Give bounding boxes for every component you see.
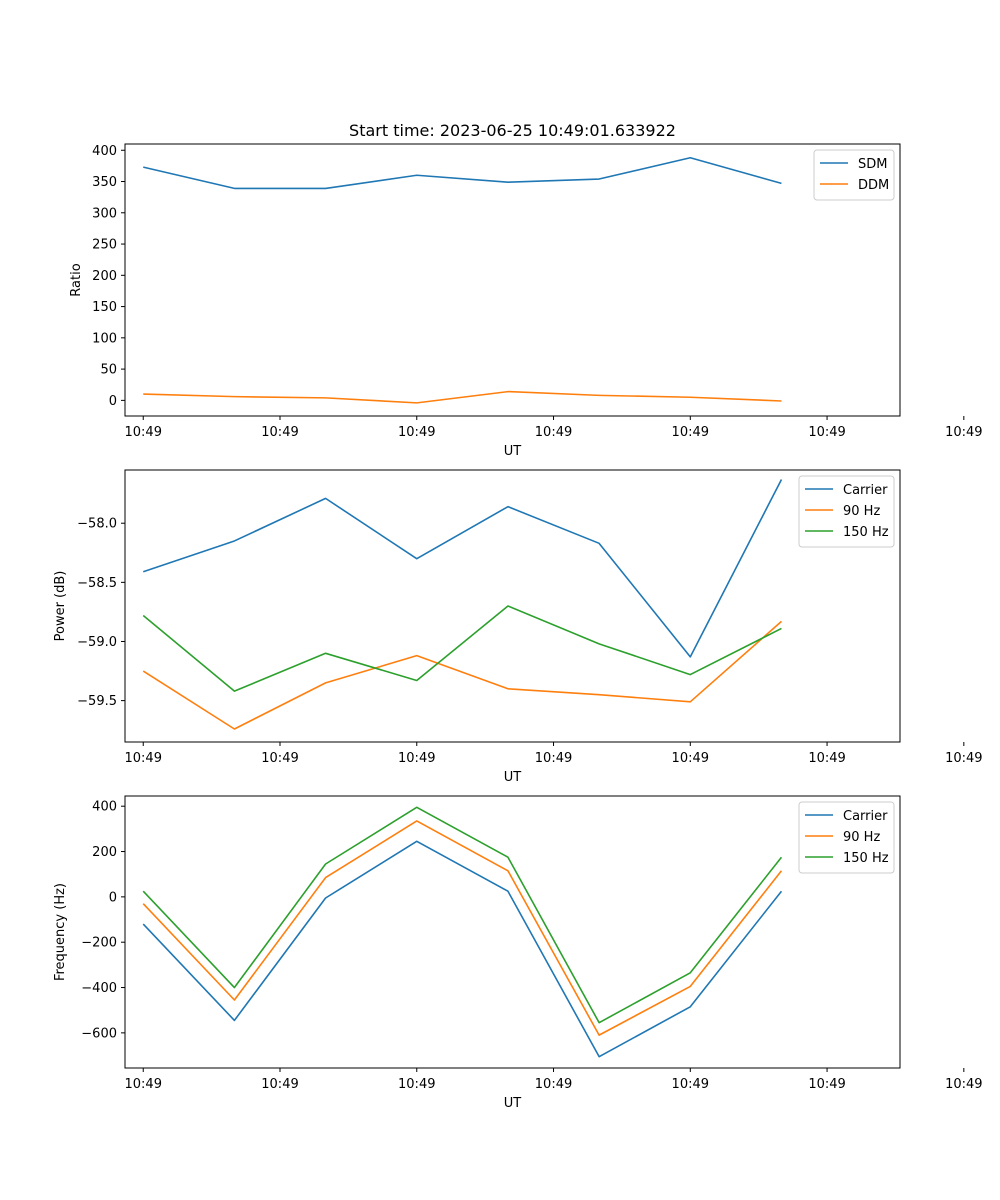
- panel-3: 10:4910:4910:4910:4910:4910:4910:4910:49…: [53, 795, 983, 1111]
- legend-label: Carrier: [843, 809, 888, 824]
- x-tick-label: 10:49: [672, 1077, 709, 1092]
- y-tick-label: −58.0: [77, 517, 117, 532]
- axes-frame: [124, 469, 901, 743]
- x-tick-label: 10:49: [808, 751, 845, 766]
- y-tick-label: −400: [81, 981, 117, 996]
- legend: Carrier 90 Hz 150 Hz: [798, 475, 895, 548]
- series-line-90-hz: [142, 620, 782, 730]
- series-line-150-hz: [142, 806, 783, 1024]
- y-tick-label: 350: [92, 175, 117, 190]
- y-tick-label: 400: [92, 144, 117, 159]
- x-tick-label: 10:49: [261, 425, 298, 440]
- x-axis-label: UT: [504, 1096, 522, 1111]
- y-axis-label: Ratio: [69, 263, 84, 296]
- x-tick-label: 10:49: [398, 751, 435, 766]
- x-tick-label: 10:49: [125, 751, 162, 766]
- axes-frame: [124, 795, 901, 1069]
- x-tick-label: 10:49: [672, 751, 709, 766]
- x-tick-label: 10:49: [808, 1077, 845, 1092]
- x-axis-label: UT: [504, 444, 522, 459]
- legend-label: 90 Hz: [843, 504, 880, 519]
- series-line-carrier: [142, 840, 783, 1058]
- y-tick-label: 50: [100, 363, 117, 378]
- y-tick-label: 100: [92, 331, 117, 346]
- x-tick-label: 10:49: [125, 1077, 162, 1092]
- legend-box: [798, 475, 895, 548]
- x-tick-label: 10:49: [945, 1077, 982, 1092]
- series-line-ddm: [143, 390, 782, 404]
- series-line-150-hz: [142, 605, 782, 692]
- x-tick-label: 10:49: [261, 1077, 298, 1092]
- legend-box: [798, 801, 895, 874]
- y-tick-label: −200: [81, 936, 117, 951]
- legend-label: 90 Hz: [843, 830, 880, 845]
- x-axis-label: UT: [504, 770, 522, 785]
- x-tick-label: 10:49: [261, 751, 298, 766]
- x-tick-label: 10:49: [945, 751, 982, 766]
- y-tick-label: 250: [92, 238, 117, 253]
- x-tick-label: 10:49: [125, 425, 162, 440]
- y-tick-label: 300: [92, 206, 117, 221]
- legend-label: DDM: [858, 178, 889, 193]
- y-tick-label: −58.5: [77, 576, 117, 591]
- x-tick-label: 10:49: [535, 751, 572, 766]
- y-tick-label: 150: [92, 300, 117, 315]
- x-tick-label: 10:49: [808, 425, 845, 440]
- y-tick-label: −59.0: [77, 635, 117, 650]
- series-line-90-hz: [142, 820, 783, 1036]
- x-tick-label: 10:49: [672, 425, 709, 440]
- panel-2: 10:4910:4910:4910:4910:4910:4910:4910:49…: [53, 469, 983, 785]
- legend: SDM DDM: [813, 149, 895, 201]
- y-axis-label: Power (dB): [53, 571, 68, 642]
- x-tick-label: 10:49: [398, 425, 435, 440]
- figure-title: Start time: 2023-06-25 10:49:01.633922: [349, 121, 676, 140]
- y-tick-label: 200: [92, 269, 117, 284]
- x-tick-label: 10:49: [398, 1077, 435, 1092]
- series-line-sdm: [143, 156, 782, 190]
- y-tick-label: 0: [109, 394, 117, 409]
- panels: 10:49 10:49 10:49 10:49 10:49 10:49 10:49 10:49…: [53, 143, 983, 1111]
- legend-label: Carrier: [843, 483, 888, 498]
- axes-frame: [124, 143, 901, 417]
- y-axis-label: Frequency (Hz): [53, 883, 68, 981]
- y-tick-label: 400: [92, 800, 117, 815]
- legend-label: 150 Hz: [843, 851, 889, 866]
- legend-label: SDM: [858, 157, 887, 172]
- x-tick-label: 10:49: [535, 425, 572, 440]
- x-tick-label: 10:49: [945, 425, 982, 440]
- y-tick-label: 0: [109, 890, 117, 905]
- y-tick-label: −59.5: [77, 694, 117, 709]
- series-line-carrier: [142, 479, 783, 658]
- x-tick-label: 10:49: [535, 1077, 572, 1092]
- panel-1: 10:4910:4910:4910:4910:4910:4910:4910:49…: [69, 143, 983, 459]
- y-tick-label: −600: [81, 1026, 117, 1041]
- legend-label: 150 Hz: [843, 525, 889, 540]
- y-tick-label: 200: [92, 845, 117, 860]
- legend: Carrier 90 Hz 150 Hz: [798, 801, 895, 874]
